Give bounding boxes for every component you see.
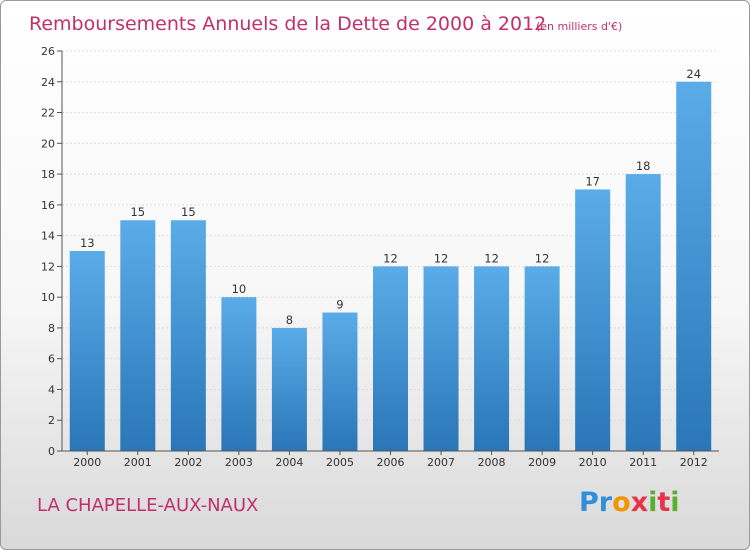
logo-letter: x xyxy=(630,487,649,518)
commune-name: LA CHAPELLE-AUX-NAUX xyxy=(37,495,259,516)
x-tick-label: 2003 xyxy=(225,456,253,469)
y-tick-label: 10 xyxy=(41,291,55,304)
bar-value-label: 17 xyxy=(585,174,600,188)
logo-letter: P xyxy=(579,487,599,518)
logo-letter: i xyxy=(670,487,680,518)
x-tick-label: 2012 xyxy=(680,456,708,469)
y-tick-label: 26 xyxy=(41,45,55,58)
bar-value-label: 15 xyxy=(181,205,196,219)
bar xyxy=(120,220,156,451)
bar xyxy=(676,81,712,452)
bar xyxy=(221,297,257,451)
bar-value-label: 13 xyxy=(80,236,95,250)
logo-letter: r xyxy=(598,487,613,518)
bar xyxy=(322,312,358,451)
bar xyxy=(474,266,510,451)
y-tick-label: 20 xyxy=(41,137,55,150)
y-tick-label: 8 xyxy=(48,322,55,335)
bar-value-label: 12 xyxy=(383,251,398,265)
bar-value-label: 18 xyxy=(636,159,651,173)
x-tick-label: 2000 xyxy=(73,456,101,469)
logo-letter: o xyxy=(612,487,631,518)
x-tick-label: 2002 xyxy=(174,456,202,469)
y-tick-label: 4 xyxy=(48,383,55,396)
y-tick-label: 2 xyxy=(48,414,55,427)
y-tick-label: 0 xyxy=(48,445,55,458)
bar-value-label: 24 xyxy=(686,67,701,81)
x-tick-label: 2008 xyxy=(478,456,506,469)
y-tick-label: 24 xyxy=(41,76,55,89)
x-tick-label: 2004 xyxy=(275,456,303,469)
x-tick-label: 2005 xyxy=(326,456,354,469)
y-tick-label: 18 xyxy=(41,168,55,181)
proxiti-logo: Proxiti xyxy=(579,487,680,518)
bar xyxy=(271,327,307,451)
logo-letter: i xyxy=(648,487,658,518)
bar xyxy=(575,189,611,451)
x-tick-label: 2009 xyxy=(528,456,556,469)
bars: 13 15 15 10 8 9 12 12 12 12 17 18 24 xyxy=(69,67,712,452)
y-tick-label: 6 xyxy=(48,353,55,366)
bar xyxy=(170,220,206,451)
x-tick-label: 2011 xyxy=(629,456,657,469)
logo-letter: t xyxy=(657,487,671,518)
bar-value-label: 10 xyxy=(232,282,247,296)
y-tick-label: 22 xyxy=(41,107,55,120)
bar xyxy=(423,266,459,451)
bar-value-label: 15 xyxy=(130,205,145,219)
x-tick-label: 2010 xyxy=(579,456,607,469)
chart-unit: (en milliers d'€) xyxy=(536,20,622,33)
y-tick-label: 12 xyxy=(41,260,55,273)
bar-value-label: 12 xyxy=(535,251,550,265)
bar xyxy=(524,266,560,451)
bar-value-label: 9 xyxy=(336,298,343,312)
y-tick-label: 16 xyxy=(41,199,55,212)
x-tick-label: 2001 xyxy=(124,456,152,469)
bar-value-label: 12 xyxy=(434,251,449,265)
bar-value-label: 8 xyxy=(286,313,293,327)
bar xyxy=(373,266,408,451)
x-tick-label: 2006 xyxy=(377,456,405,469)
chart-title: Remboursements Annuels de la Dette de 20… xyxy=(29,13,546,35)
y-tick-label: 14 xyxy=(41,230,55,243)
bar xyxy=(69,251,105,451)
bar-value-label: 12 xyxy=(484,251,499,265)
x-tick-label: 2007 xyxy=(427,456,455,469)
bar xyxy=(625,174,661,452)
